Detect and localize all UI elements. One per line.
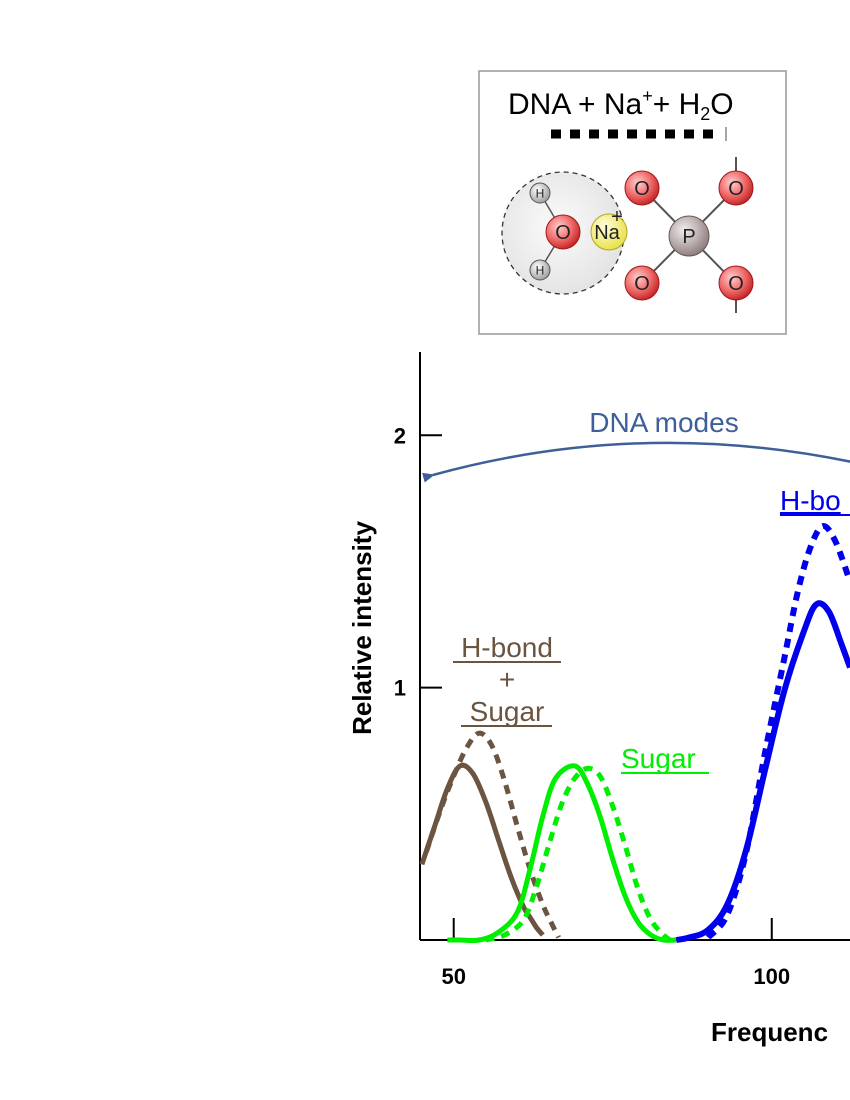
svg-text:P: P: [682, 226, 695, 248]
green-dashed-curve: [484, 765, 672, 943]
svg-text:Na: Na: [594, 222, 620, 244]
svg-text:Sugar: Sugar: [470, 696, 545, 727]
hbond-blue-label: H-bo: [780, 485, 841, 516]
water-oxygen-atom: O: [545, 214, 581, 250]
sodium-ion: Na +: [590, 206, 628, 251]
phosphate-oxygen-bottom-right: O: [718, 265, 754, 301]
dna-modes-arrow: [422, 441, 850, 483]
y-axis-title: Relative intensity: [347, 521, 377, 735]
x-axis-title: Frequenc: [711, 1017, 828, 1047]
phosphorus-atom: P: [668, 215, 710, 257]
hbond-sugar-label: H-bond + Sugar: [453, 632, 561, 727]
sugar-label: Sugar: [621, 743, 709, 774]
hydrogen-atom-bottom: H: [529, 259, 551, 281]
brown-solid-curve: [419, 762, 545, 937]
blue-solid-curve: [675, 600, 850, 943]
svg-text:Sugar: Sugar: [621, 743, 696, 774]
green-solid-curve: [447, 763, 677, 944]
svg-text:+: +: [611, 206, 623, 228]
svg-text:H: H: [536, 187, 545, 201]
plot-area: 12 50 100: [394, 352, 850, 989]
x-tick-label: 50: [441, 964, 465, 989]
y-tick-label: 2: [394, 423, 406, 448]
x-ticks: 50 100: [441, 918, 790, 989]
svg-text:O: O: [634, 178, 650, 200]
phosphate-oxygen-top-right: O: [718, 170, 754, 206]
svg-text:O: O: [555, 222, 571, 244]
svg-text:H-bond: H-bond: [461, 632, 553, 663]
inset-title: DNA + Na++ H2O: [508, 86, 734, 124]
svg-text:H: H: [536, 264, 545, 278]
y-ticks: 12: [394, 423, 442, 701]
phosphate-oxygen-bottom-left: O: [624, 265, 660, 301]
hydrogen-atom-top: H: [529, 182, 551, 204]
svg-text:O: O: [728, 273, 744, 295]
x-tick-label: 100: [753, 964, 790, 989]
phosphate-oxygen-top-left: O: [624, 170, 660, 206]
svg-text:+: +: [499, 664, 515, 695]
curves: [419, 523, 850, 944]
dna-modes-label: DNA modes: [589, 407, 738, 438]
svg-text:O: O: [728, 178, 744, 200]
blue-dashed-curve: [705, 523, 850, 940]
inset-panel: DNA + Na++ H2O H H O Na +: [478, 70, 787, 335]
y-tick-label: 1: [394, 676, 406, 701]
svg-text:O: O: [634, 273, 650, 295]
brown-dashed-curve: [424, 730, 561, 939]
